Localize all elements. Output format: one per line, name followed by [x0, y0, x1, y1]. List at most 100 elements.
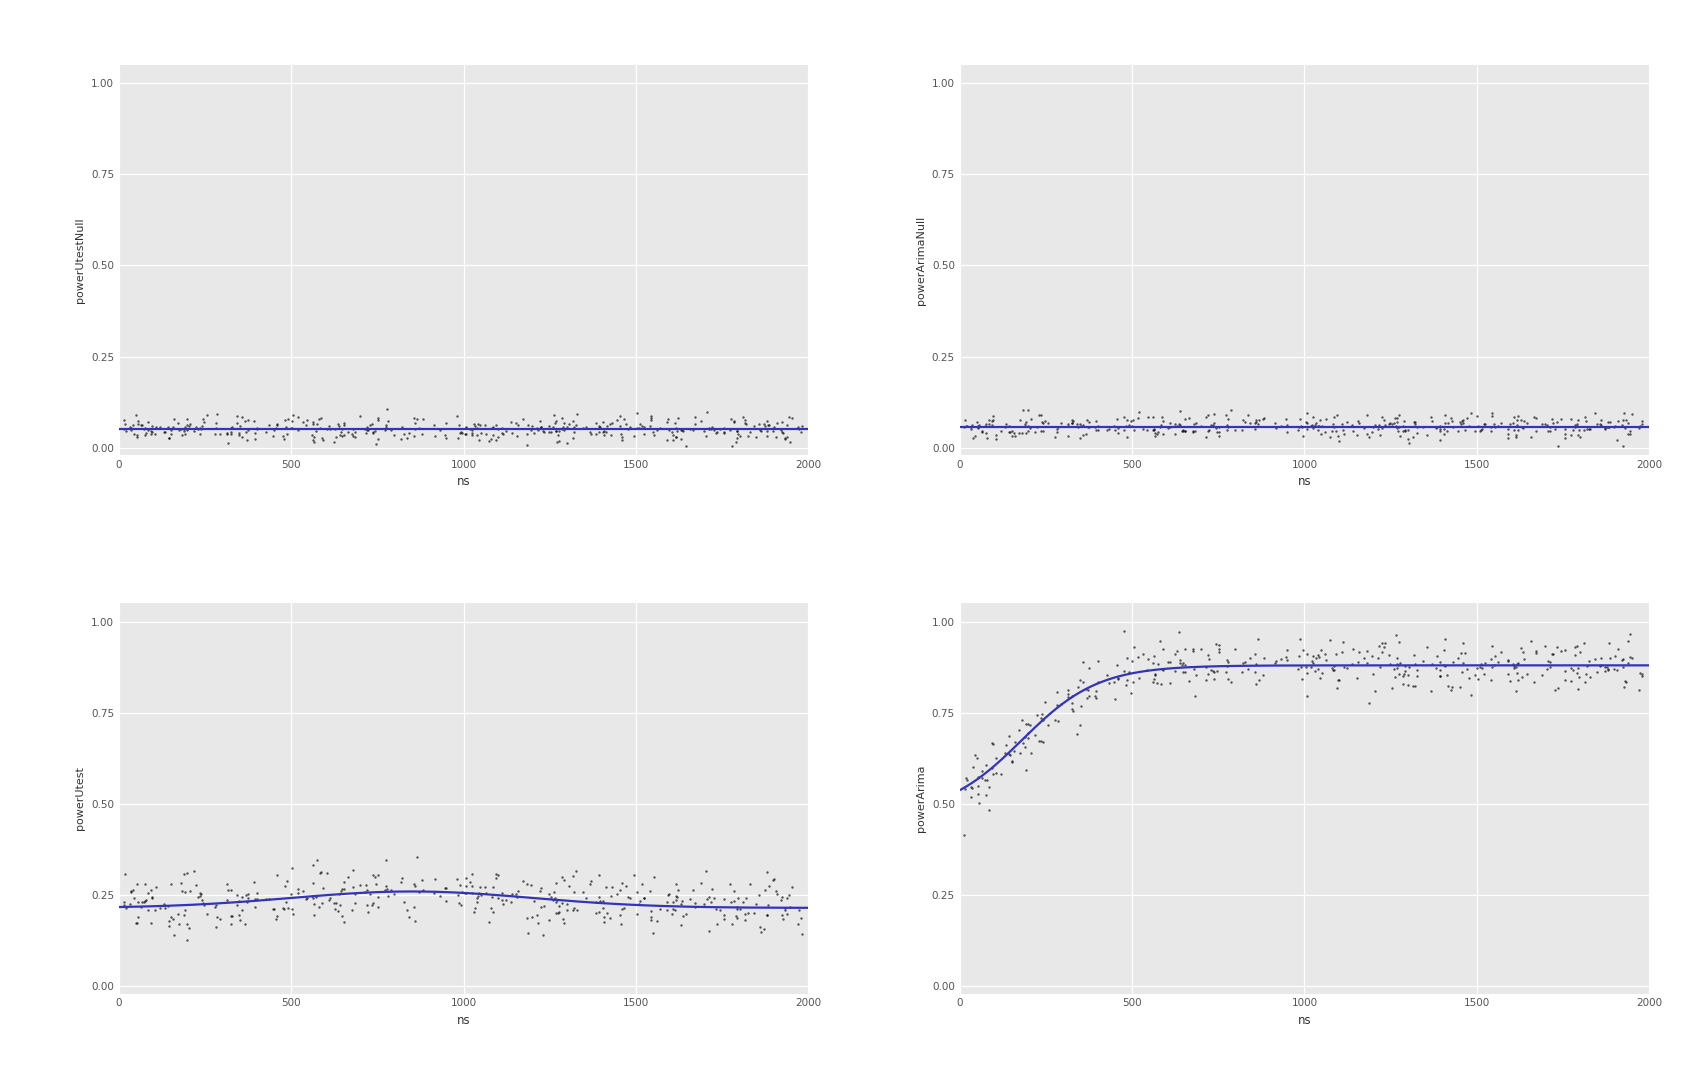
Point [1499, 421, 1527, 438]
Point [731, 912, 758, 929]
Point [124, 415, 151, 432]
Point [590, 422, 617, 440]
Point [1120, 638, 1148, 656]
Point [272, 411, 299, 429]
Point [549, 409, 576, 427]
Point [359, 866, 386, 883]
Point [1103, 410, 1130, 428]
Point [292, 891, 320, 908]
Point [1503, 428, 1530, 445]
Point [1141, 666, 1168, 684]
Point [408, 872, 435, 889]
Point [488, 420, 515, 437]
Point [1523, 643, 1550, 660]
Point [1333, 414, 1360, 431]
Point [228, 408, 255, 426]
Point [546, 897, 573, 915]
Point [1154, 653, 1182, 671]
Point [1532, 415, 1559, 432]
Point [1027, 732, 1054, 750]
Point [969, 769, 996, 786]
Point [1591, 420, 1618, 437]
Point [1025, 407, 1052, 424]
Point [1353, 643, 1380, 660]
Point [964, 768, 991, 785]
Point [445, 424, 473, 442]
Point [1027, 710, 1054, 727]
Point [133, 891, 160, 908]
Point [1460, 423, 1488, 441]
Point [770, 430, 797, 447]
Point [721, 893, 748, 910]
Point [1384, 649, 1411, 666]
Point [631, 889, 658, 906]
Point [1170, 664, 1197, 681]
Point [1085, 673, 1112, 690]
Point [1299, 652, 1326, 670]
Point [513, 924, 541, 942]
Point [1343, 427, 1370, 444]
Point [457, 421, 484, 438]
Point [1603, 431, 1630, 448]
Point [1243, 413, 1270, 430]
Point [124, 914, 151, 931]
Point [165, 915, 192, 932]
Point [554, 434, 581, 451]
Point [1460, 666, 1488, 684]
Point [1345, 653, 1372, 671]
Point [969, 423, 996, 441]
Point [445, 430, 473, 447]
Point [549, 910, 576, 928]
Point [168, 882, 196, 900]
Point [498, 893, 525, 910]
Point [1321, 661, 1348, 678]
Point [466, 885, 493, 902]
Point [1477, 637, 1504, 654]
Point [473, 426, 500, 443]
Point [1200, 416, 1227, 433]
Point [668, 892, 695, 909]
Point [952, 418, 979, 435]
Point [328, 907, 355, 924]
Point [1533, 660, 1561, 677]
Point [260, 901, 287, 918]
Point [537, 423, 564, 441]
Point [1394, 431, 1421, 448]
Point [1229, 421, 1256, 438]
Point [1488, 644, 1515, 661]
Point [277, 419, 304, 436]
Point [699, 880, 726, 897]
Point [697, 420, 724, 437]
X-axis label: ns: ns [457, 1014, 471, 1027]
Point [700, 421, 728, 438]
Point [1149, 424, 1176, 442]
Point [971, 772, 998, 789]
Point [445, 877, 473, 894]
Point [1068, 417, 1095, 434]
Point [1000, 742, 1027, 759]
Point [1069, 427, 1096, 444]
Point [1236, 649, 1263, 666]
Point [996, 745, 1023, 762]
Point [711, 419, 738, 436]
Point [394, 908, 422, 926]
Point [1431, 420, 1459, 437]
Point [711, 907, 738, 924]
Point [274, 899, 301, 916]
Point [160, 910, 187, 928]
Point [1114, 411, 1141, 429]
Y-axis label: powerArimaNull: powerArimaNull [916, 215, 927, 305]
Point [1096, 674, 1124, 691]
Point [189, 894, 216, 912]
Point [1345, 644, 1372, 661]
Point [466, 878, 493, 895]
Point [146, 900, 173, 917]
Point [352, 420, 379, 437]
Point [1391, 658, 1418, 675]
Point [1115, 664, 1142, 681]
Point [241, 413, 269, 430]
Point [1202, 635, 1229, 652]
Point [1447, 678, 1474, 696]
Point [138, 888, 165, 905]
Point [774, 416, 801, 433]
